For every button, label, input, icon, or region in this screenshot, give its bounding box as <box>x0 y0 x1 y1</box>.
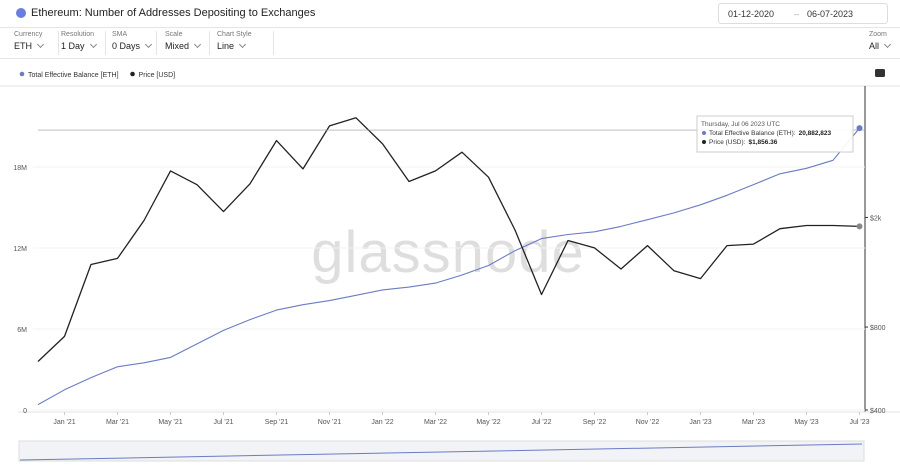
control[interactable]: Resolution 1 Day <box>53 31 106 55</box>
x-tick-label: Mar '22 <box>424 419 447 426</box>
x-tick-label: Sep '21 <box>265 419 289 426</box>
tooltip-value: 20,882,823 <box>799 130 832 137</box>
legend-label[interactable]: Total Effective Balance [ETH] <box>28 72 119 79</box>
zoom-value[interactable]: All <box>869 41 900 51</box>
control-label: SMA <box>112 31 128 38</box>
asset-icon <box>16 8 26 18</box>
tooltip-marker <box>702 140 706 144</box>
control[interactable]: Scale Mixed <box>157 31 210 55</box>
x-tick-label: Mar '23 <box>742 419 765 426</box>
x-tick-label: Nov '22 <box>636 419 660 426</box>
chart: glassnode 0 6M 12M 18M $400 $800 $2k Jan '21 Mar … <box>0 69 900 462</box>
page-title: Ethereum: Number of Addresses Depositing… <box>31 7 316 19</box>
tooltip-label: Price (USD): <box>709 139 746 146</box>
y2-tick-label: $2k <box>870 215 882 222</box>
legend-label[interactable]: Price [USD] <box>139 72 176 79</box>
y-tick-label: 12M <box>13 246 27 253</box>
x-tick-label: Jan '23 <box>689 419 711 426</box>
date-sep: – <box>794 9 800 19</box>
x-tick-label: Mar '21 <box>106 419 129 426</box>
controls: Currency ETH Resolution 1 Day SMA 0 Days Scale… <box>0 28 900 59</box>
control-value[interactable]: Line <box>217 41 273 51</box>
control-label: Scale <box>165 31 183 38</box>
y2-tick-label: $800 <box>870 325 886 332</box>
x-tick-label: Sep '22 <box>583 419 607 426</box>
watermark: glassnode <box>311 220 584 285</box>
y-tick-label: 6M <box>17 327 27 334</box>
date-range[interactable]: 01-12-2020 – 06-07-2023 <box>718 3 888 24</box>
x-tick-label: May '23 <box>794 419 818 426</box>
hover-point <box>856 125 863 132</box>
x-tick-label: Jan '22 <box>371 419 393 426</box>
x-tick-label: Nov '21 <box>318 419 342 426</box>
tooltip-date: Thursday, Jul 06 2023 UTC <box>701 121 780 128</box>
camera-icon[interactable] <box>875 69 885 77</box>
tooltip <box>696 115 854 153</box>
control-label: Chart Style <box>217 31 252 38</box>
control-value[interactable]: ETH <box>14 41 58 51</box>
x-tick-label: Jul '22 <box>531 419 551 426</box>
zoom-label: Zoom <box>869 31 887 38</box>
tooltip-label: Total Effective Balance (ETH): <box>709 130 796 137</box>
y2-tick-label: $400 <box>870 408 886 415</box>
series-line <box>37 117 860 362</box>
navigator-line <box>19 443 863 461</box>
tooltip-value: $1,856.36 <box>748 139 777 146</box>
control[interactable]: SMA 0 Days <box>104 31 157 55</box>
tooltip-marker <box>702 131 706 135</box>
hover-point <box>856 223 863 230</box>
x-tick-label: Jan '21 <box>53 419 75 426</box>
x-tick-label: May '22 <box>476 419 500 426</box>
legend-marker[interactable] <box>19 71 25 77</box>
control-label: Resolution <box>61 31 95 38</box>
control-label: Currency <box>14 31 43 38</box>
legend-marker[interactable] <box>130 71 135 77</box>
control-value[interactable]: 0 Days <box>112 41 156 51</box>
y-tick-label: 18M <box>13 165 27 172</box>
x-tick-label: Jul '21 <box>213 419 233 426</box>
control-value[interactable]: Mixed <box>165 41 209 51</box>
header: Ethereum: Number of Addresses Depositing… <box>0 0 900 28</box>
y-tick-label: 0 <box>23 408 27 415</box>
control[interactable]: Chart Style Line <box>209 31 274 55</box>
control-value[interactable]: 1 Day <box>61 41 105 51</box>
zoom-control[interactable]: Zoom All <box>861 31 900 55</box>
x-tick-label: May '21 <box>158 419 182 426</box>
control[interactable]: Currency ETH <box>6 31 59 55</box>
date-from[interactable]: 01-12-2020 <box>728 9 775 19</box>
x-tick-label: Jul '23 <box>849 419 869 426</box>
series-line <box>37 127 860 406</box>
date-to[interactable]: 06-07-2023 <box>807 9 854 19</box>
